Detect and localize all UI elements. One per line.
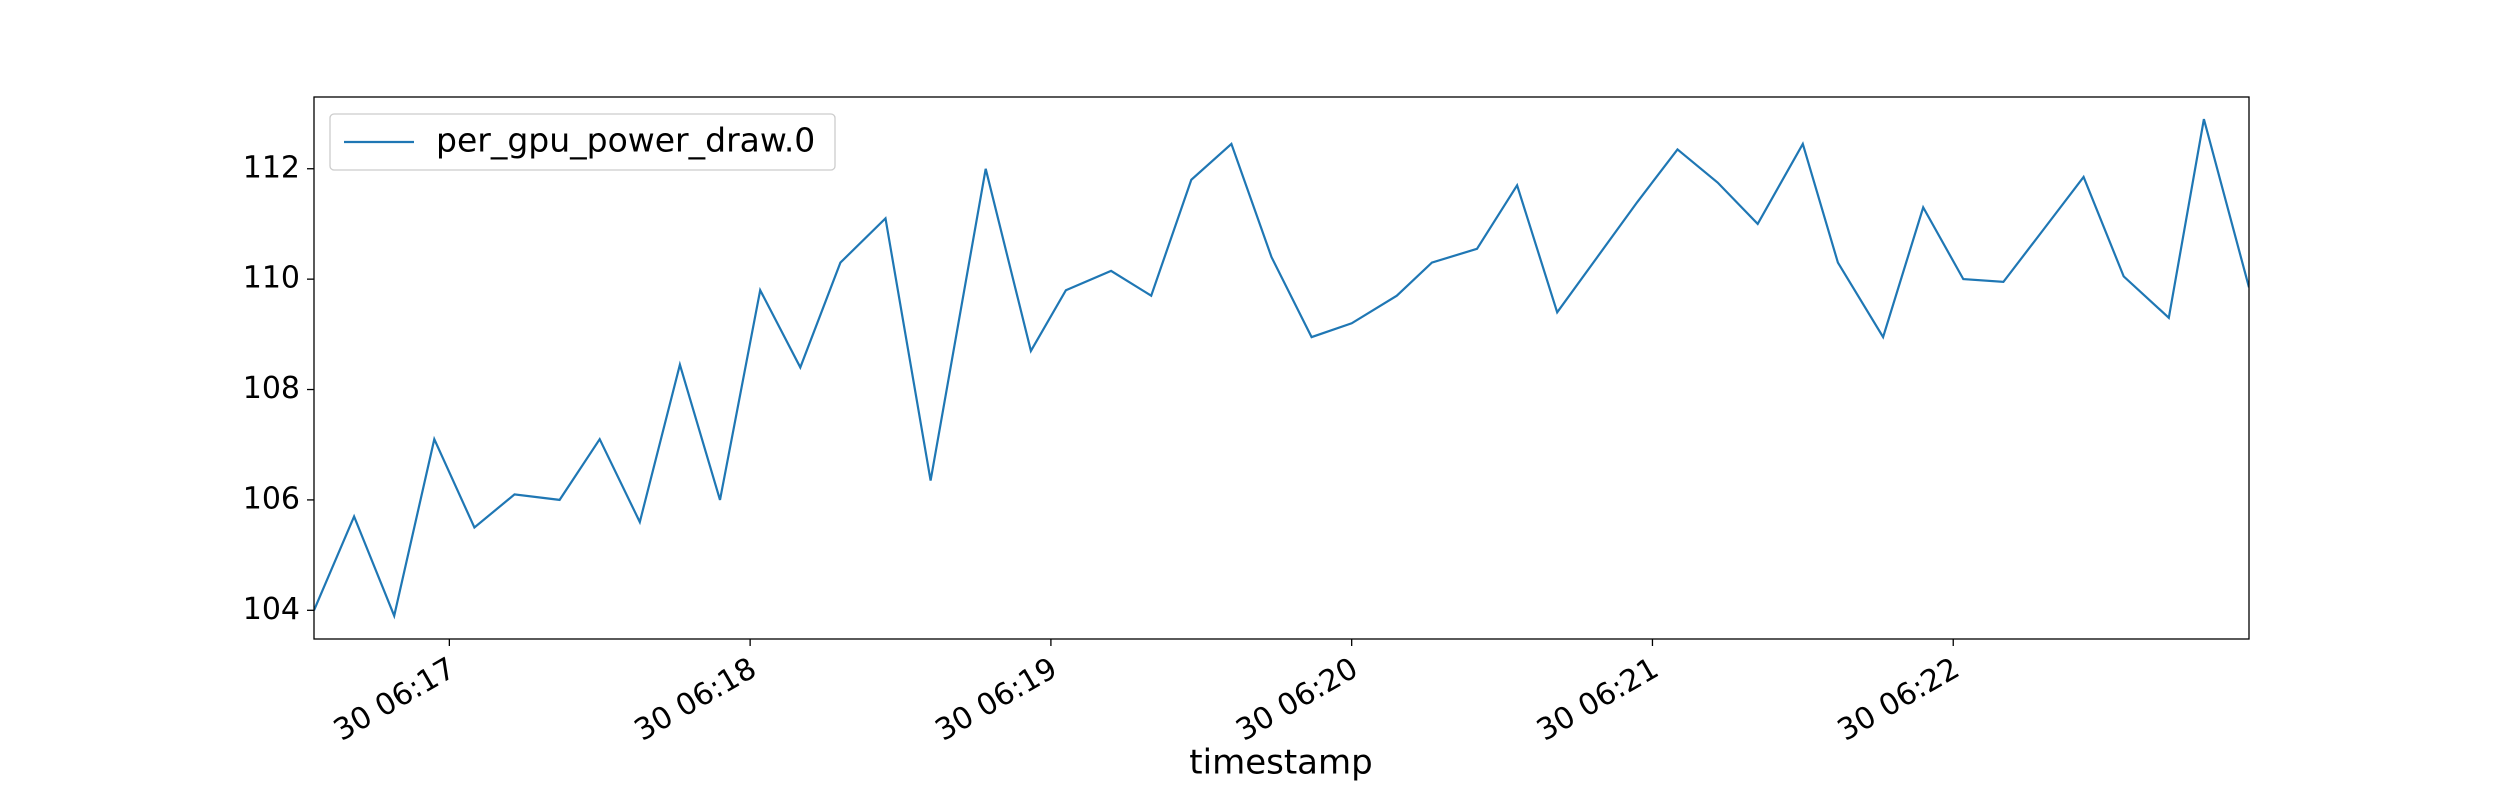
legend-box bbox=[329, 113, 836, 171]
x-tick-label: 30 06:22 bbox=[1832, 651, 1966, 748]
legend-label: per_gpu_power_draw.0 bbox=[436, 121, 815, 160]
x-axis-label: timestamp bbox=[1189, 743, 1372, 783]
x-tick-label: 30 06:21 bbox=[1531, 651, 1665, 748]
x-tick-label: 30 06:18 bbox=[629, 651, 763, 748]
y-tick-label: 110 bbox=[243, 261, 300, 296]
x-tick-label: 30 06:19 bbox=[929, 651, 1063, 748]
y-tick-label: 108 bbox=[243, 371, 300, 406]
plot-frame bbox=[313, 96, 2250, 640]
x-tick-label: 30 06:17 bbox=[328, 651, 462, 748]
x-tick-label: 30 06:20 bbox=[1230, 651, 1364, 748]
plot-area bbox=[314, 118, 2249, 620]
y-tick-label: 112 bbox=[243, 150, 300, 185]
y-tick-label: 106 bbox=[243, 481, 300, 516]
y-tick-label: 104 bbox=[243, 592, 300, 627]
data-line bbox=[314, 118, 2249, 620]
